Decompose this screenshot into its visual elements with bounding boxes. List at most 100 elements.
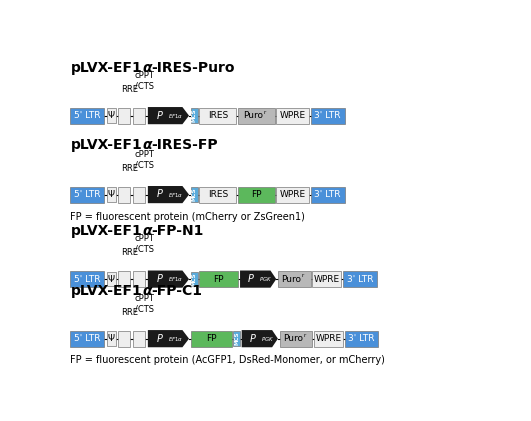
Bar [191, 330, 232, 347]
Text: α: α [142, 138, 152, 152]
Text: $P$: $P$ [156, 109, 164, 120]
Text: 3' LTR: 3' LTR [314, 111, 341, 120]
Text: MCS: MCS [192, 188, 197, 201]
Text: $P$: $P$ [156, 272, 164, 284]
Text: -FP-C1: -FP-C1 [152, 285, 203, 298]
Polygon shape [148, 271, 189, 288]
Text: -IRES-Puro: -IRES-Puro [152, 61, 235, 75]
Text: FP = fluorescent protein (mCherry or ZsGreen1): FP = fluorescent protein (mCherry or ZsG… [71, 212, 305, 222]
Polygon shape [240, 271, 276, 288]
Text: r: r [263, 109, 266, 115]
Bar [107, 331, 116, 346]
Text: MCS: MCS [192, 272, 197, 286]
Text: $_{EF1\alpha}$: $_{EF1\alpha}$ [168, 112, 184, 121]
Text: pLVX-EF1: pLVX-EF1 [71, 61, 142, 75]
Bar [199, 187, 236, 203]
Text: cPPT
/CTS: cPPT /CTS [134, 71, 154, 91]
Bar [345, 330, 378, 347]
Bar [118, 187, 130, 203]
Text: MCS: MCS [192, 109, 197, 123]
Text: Puro: Puro [281, 274, 301, 284]
Polygon shape [148, 107, 189, 124]
Text: r: r [302, 273, 304, 278]
Text: pLVX-EF1: pLVX-EF1 [71, 224, 142, 237]
Bar [118, 108, 130, 124]
Text: WPRE: WPRE [314, 274, 340, 284]
Text: 5' LTR: 5' LTR [74, 190, 100, 199]
Text: cPPT
/CTS: cPPT /CTS [134, 150, 154, 169]
Text: FP = fluorescent protein (AcGFP1, DsRed-Monomer, or mCherry): FP = fluorescent protein (AcGFP1, DsRed-… [71, 355, 386, 365]
Bar [191, 272, 198, 286]
Text: Ψ: Ψ [108, 111, 115, 120]
Text: cPPT
/CTS: cPPT /CTS [134, 234, 154, 254]
Polygon shape [148, 330, 189, 347]
Text: pLVX-EF1: pLVX-EF1 [71, 285, 142, 298]
Text: WPRE: WPRE [315, 334, 341, 343]
Text: FP: FP [213, 274, 224, 284]
Text: WPRE: WPRE [280, 190, 306, 199]
Polygon shape [242, 330, 278, 347]
Text: r: r [303, 333, 305, 338]
Bar [133, 187, 144, 203]
Bar [312, 271, 341, 287]
Bar [107, 187, 116, 202]
Bar [71, 108, 104, 124]
Text: -FP-N1: -FP-N1 [152, 224, 204, 237]
Polygon shape [148, 186, 189, 203]
Bar [311, 187, 345, 203]
Bar [311, 108, 345, 124]
Text: RRE: RRE [121, 248, 138, 257]
Text: RRE: RRE [121, 308, 138, 317]
Text: α: α [142, 224, 152, 237]
Bar [118, 271, 130, 287]
Text: $P$: $P$ [247, 272, 255, 284]
Text: Ψ: Ψ [108, 274, 115, 284]
Bar [343, 271, 376, 287]
Text: IRES: IRES [208, 190, 228, 199]
Text: $_{PGK}$: $_{PGK}$ [261, 335, 274, 344]
Bar [237, 187, 275, 203]
Text: RRE: RRE [121, 85, 138, 94]
Text: Ψ: Ψ [108, 190, 115, 199]
Text: 5' LTR: 5' LTR [74, 111, 100, 120]
Bar [118, 330, 130, 347]
Bar [233, 331, 241, 346]
Text: FP: FP [251, 190, 261, 199]
Text: 3' LTR: 3' LTR [314, 190, 341, 199]
Bar [71, 330, 104, 347]
Bar [276, 108, 309, 124]
Bar [276, 187, 309, 203]
Text: WPRE: WPRE [280, 111, 306, 120]
Text: 3' LTR: 3' LTR [348, 334, 375, 343]
Bar [107, 109, 116, 123]
Bar [133, 271, 144, 287]
Text: MCS: MCS [234, 332, 239, 346]
Text: Ψ: Ψ [108, 334, 115, 343]
Bar [199, 108, 236, 124]
Bar [133, 330, 144, 347]
Text: α: α [142, 61, 152, 75]
Text: 5' LTR: 5' LTR [74, 334, 100, 343]
Text: Puro: Puro [243, 111, 263, 120]
Bar [278, 271, 311, 287]
Text: IRES: IRES [208, 111, 228, 120]
Text: $_{PGK}$: $_{PGK}$ [259, 275, 272, 285]
Text: RRE: RRE [121, 164, 138, 173]
Bar [71, 271, 104, 287]
Text: pLVX-EF1: pLVX-EF1 [71, 138, 142, 152]
Bar [314, 330, 343, 347]
Text: cPPT
/CTS: cPPT /CTS [134, 294, 154, 314]
Text: $P$: $P$ [156, 187, 164, 200]
Text: FP: FP [206, 334, 217, 343]
Text: $_{EF1\alpha}$: $_{EF1\alpha}$ [168, 335, 184, 344]
Bar [199, 271, 238, 287]
Text: $_{EF1\alpha}$: $_{EF1\alpha}$ [168, 275, 184, 285]
Text: α: α [142, 285, 152, 298]
Bar [279, 330, 312, 347]
Text: -IRES-FP: -IRES-FP [152, 138, 218, 152]
Bar [237, 108, 275, 124]
Text: $_{EF1\alpha}$: $_{EF1\alpha}$ [168, 191, 184, 200]
Text: 5' LTR: 5' LTR [74, 274, 100, 284]
Text: $P$: $P$ [156, 332, 164, 344]
Text: $P$: $P$ [249, 332, 256, 344]
